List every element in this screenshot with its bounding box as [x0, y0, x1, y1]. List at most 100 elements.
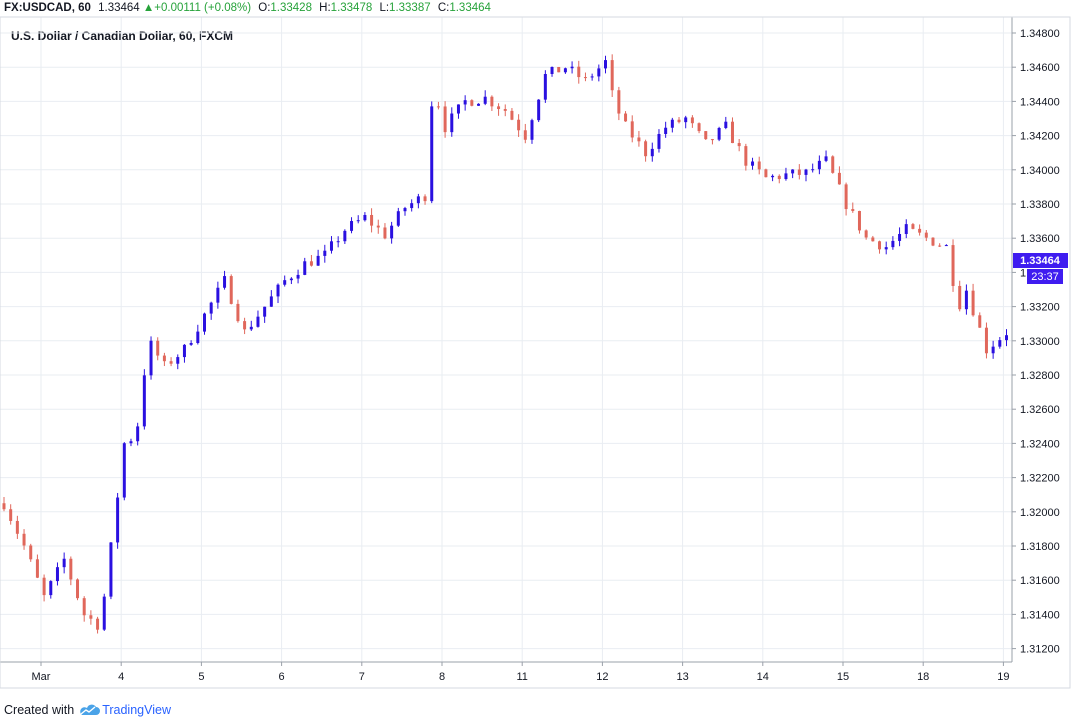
grid	[0, 17, 1012, 662]
candle-body	[149, 340, 153, 376]
candle-body	[390, 225, 394, 239]
candles	[2, 54, 1008, 634]
time-tick-label: 12	[596, 671, 608, 683]
candle-body	[283, 280, 287, 285]
tradingview-cloud-icon[interactable]	[78, 704, 101, 716]
price-tick-label: 1.34000	[1020, 165, 1060, 177]
candle-body	[837, 172, 841, 185]
time-tick-label: 7	[359, 671, 365, 683]
triangle-up-icon: ▲	[142, 2, 155, 14]
candle-body	[316, 255, 320, 266]
price-tick-label: 1.31200	[1020, 644, 1060, 656]
price-tick-label: 1.32600	[1020, 404, 1060, 416]
candle-body	[737, 143, 741, 147]
candle-body	[456, 104, 460, 114]
candle-body	[690, 117, 694, 124]
open-label: O:	[258, 2, 271, 14]
symbol-header: FX:USDCAD, 60 1.33464 ▲+0.00111 (+0.08%)…	[4, 0, 491, 16]
candle-body	[329, 241, 333, 251]
price-tick-label: 1.34800	[1020, 28, 1060, 40]
candle-body	[9, 509, 13, 521]
candle-body	[804, 169, 808, 175]
time-tick-label: 15	[837, 671, 849, 683]
candle-body	[650, 148, 654, 157]
candle-body	[918, 228, 922, 233]
price-axis[interactable]: 1.34800 1.34600 1.34400 1.34200 1.34000 1.338…	[1012, 28, 1060, 656]
candle-body	[276, 284, 280, 297]
candle-body	[951, 245, 955, 286]
candle-body	[410, 203, 414, 209]
price-tick-label: 1.34600	[1020, 62, 1060, 74]
axes	[0, 16, 1071, 689]
candle-body	[938, 245, 942, 247]
candle-body	[991, 346, 995, 354]
candle-body	[978, 315, 982, 328]
candle-body	[243, 321, 247, 330]
candle-body	[891, 240, 895, 248]
candle-body	[610, 60, 614, 91]
candle-body	[684, 117, 688, 123]
candle-body	[537, 99, 541, 121]
candle-body	[176, 357, 180, 364]
candle-body	[637, 137, 641, 142]
candle-body	[116, 497, 120, 543]
candle-body	[249, 326, 253, 330]
countdown-box	[1027, 269, 1063, 284]
candle-body	[96, 618, 100, 630]
price-tick-label: 1.32800	[1020, 370, 1060, 382]
candle-body	[403, 208, 407, 212]
candle-body	[998, 340, 1002, 347]
candle-body	[751, 161, 755, 166]
candle-body	[958, 285, 962, 310]
candle-body	[450, 113, 454, 133]
candle-body	[443, 106, 447, 133]
candle-body	[102, 596, 106, 630]
time-axis[interactable]: Mar 4 5 6 7 8 11 12 13 14 15 18 19	[32, 662, 1010, 683]
tradingview-brand[interactable]: TradingView	[102, 703, 171, 717]
candle-body	[309, 261, 313, 266]
chart-frame	[0, 16, 1071, 689]
candle-body	[263, 306, 267, 317]
price-tag-value: 1.33464	[1020, 255, 1061, 267]
candle-body	[109, 542, 113, 597]
candle-body	[657, 133, 661, 149]
candle-body	[82, 598, 86, 616]
candle-body	[303, 261, 307, 275]
candle-body	[617, 90, 621, 114]
time-tick-label: 13	[676, 671, 688, 683]
candle-body	[436, 106, 440, 108]
candle-body	[430, 106, 434, 202]
candle-body	[323, 250, 327, 256]
candle-body	[229, 276, 233, 304]
candle-body	[363, 214, 367, 221]
close-label: C:	[437, 2, 450, 14]
time-tick-label: 6	[279, 671, 285, 683]
candle-body	[289, 278, 293, 281]
symbol-label[interactable]: FX:USDCAD, 60	[4, 2, 91, 14]
candle-body	[296, 274, 300, 279]
candle-body	[69, 558, 73, 580]
candle-body	[543, 73, 547, 100]
candle-body	[851, 209, 855, 211]
candle-body	[203, 313, 206, 332]
candle-body	[931, 237, 935, 246]
candle-body	[624, 113, 628, 122]
candle-body	[824, 156, 828, 161]
candle-body	[764, 169, 768, 178]
candle-body	[644, 141, 648, 157]
footer: Created with TradingView	[4, 700, 171, 720]
candle-body	[811, 169, 815, 171]
candle-body	[35, 559, 39, 578]
candle-body	[503, 109, 507, 111]
price-tick-label: 1.31600	[1020, 575, 1060, 587]
time-tick-label: 18	[917, 671, 929, 683]
candle-body	[350, 221, 354, 231]
candle-body	[490, 96, 494, 107]
low-value: 1.33387	[389, 2, 431, 14]
candle-body	[563, 68, 567, 73]
candle-body	[791, 169, 795, 174]
candle-body	[416, 196, 420, 204]
candle-body	[964, 290, 968, 310]
time-tick-label: 5	[198, 671, 204, 683]
